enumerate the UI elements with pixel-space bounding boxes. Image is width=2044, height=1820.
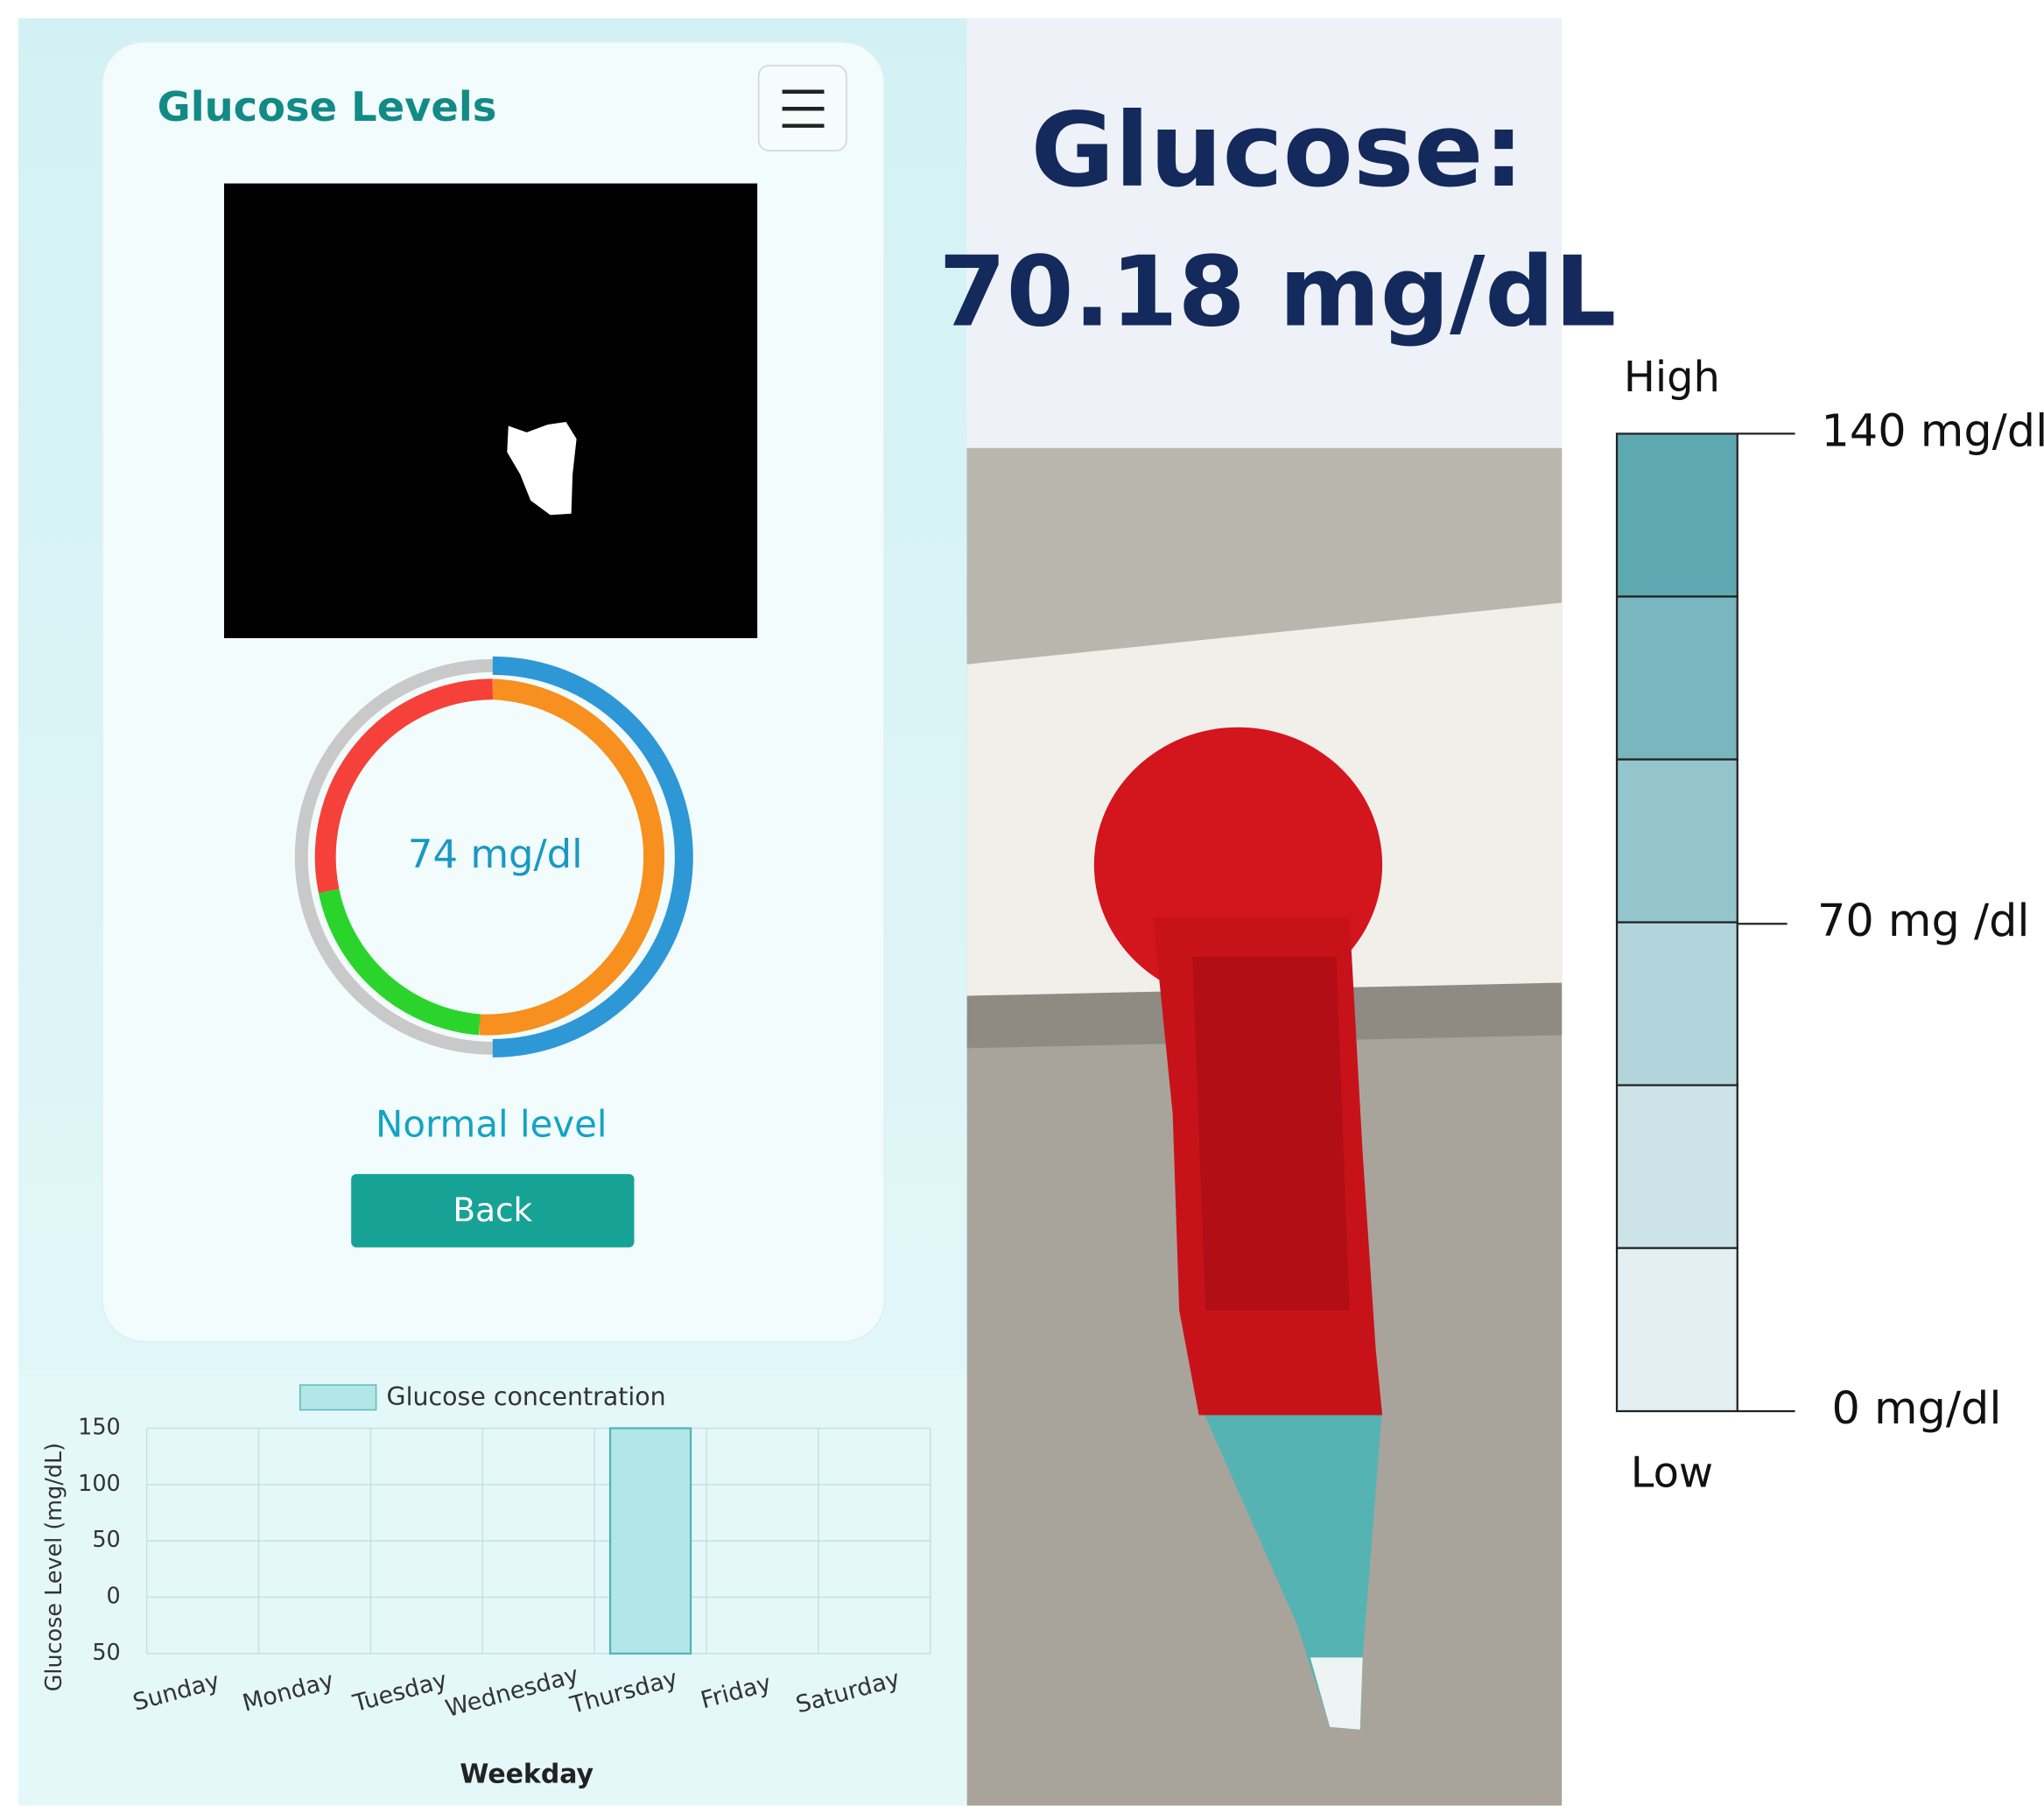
y-tick-label: 50: [92, 1639, 120, 1665]
menu-button[interactable]: [757, 65, 847, 151]
scale-low: Low: [1631, 1449, 1713, 1497]
scale-label: 140 mg/dl: [1822, 404, 2044, 456]
test-tip-end: [1310, 1657, 1363, 1730]
legend-label: Glucose concentration: [387, 1382, 666, 1411]
y-tick-label: 150: [78, 1413, 121, 1439]
gauge-arc-red: [314, 678, 493, 894]
scale-box: [1615, 921, 1738, 1086]
gauge-value: 74 mg/dl: [408, 831, 583, 877]
blood-shade: [1192, 956, 1350, 1311]
gauge: [294, 656, 693, 1058]
y-tick-label: 100: [78, 1470, 121, 1496]
test-tip: [1198, 1402, 1383, 1730]
segmented-region: [507, 421, 577, 516]
photo-header: [966, 18, 1563, 448]
scale-label: 0 mg/dl: [1831, 1382, 2001, 1434]
segmentation-image: [223, 183, 758, 638]
back-button-label[interactable]: Back: [453, 1191, 532, 1229]
scale-box: [1615, 432, 1738, 598]
gauge-outer-arc: [492, 656, 693, 1058]
photo-reading: 70.18 mg/dL: [938, 236, 1616, 349]
scale-box: [1615, 758, 1738, 924]
back-button[interactable]: Back: [351, 1174, 635, 1247]
scale-high: High: [1624, 354, 1720, 402]
gauge-arc-orange: [479, 678, 665, 1036]
scale-box: [1615, 1084, 1738, 1249]
gauge-arc-green: [318, 889, 481, 1036]
app-title: Glucose Levels: [158, 83, 497, 130]
color-scale: High Low 140 mg/dl 70 mg /dl 0 mg/dl: [1615, 354, 2044, 1497]
photo: [966, 447, 1563, 1806]
bar: [608, 1427, 692, 1655]
scale-box: [1615, 1247, 1738, 1413]
status-text: Normal level: [376, 1103, 608, 1146]
y-tick-label: 0: [107, 1583, 121, 1609]
scale-label: 70 mg /dl: [1817, 895, 2030, 946]
photo-title: Glucose:: [1031, 91, 1525, 210]
y-axis-label: Glucose Level (mg/dL): [40, 1443, 67, 1691]
y-tick-label: 50: [92, 1526, 120, 1552]
x-axis-label: Weekday: [460, 1760, 594, 1790]
back-button-box[interactable]: [351, 1174, 635, 1247]
scale-box: [1615, 595, 1738, 761]
chart-background: [18, 1370, 967, 1806]
legend-swatch: [299, 1384, 377, 1411]
